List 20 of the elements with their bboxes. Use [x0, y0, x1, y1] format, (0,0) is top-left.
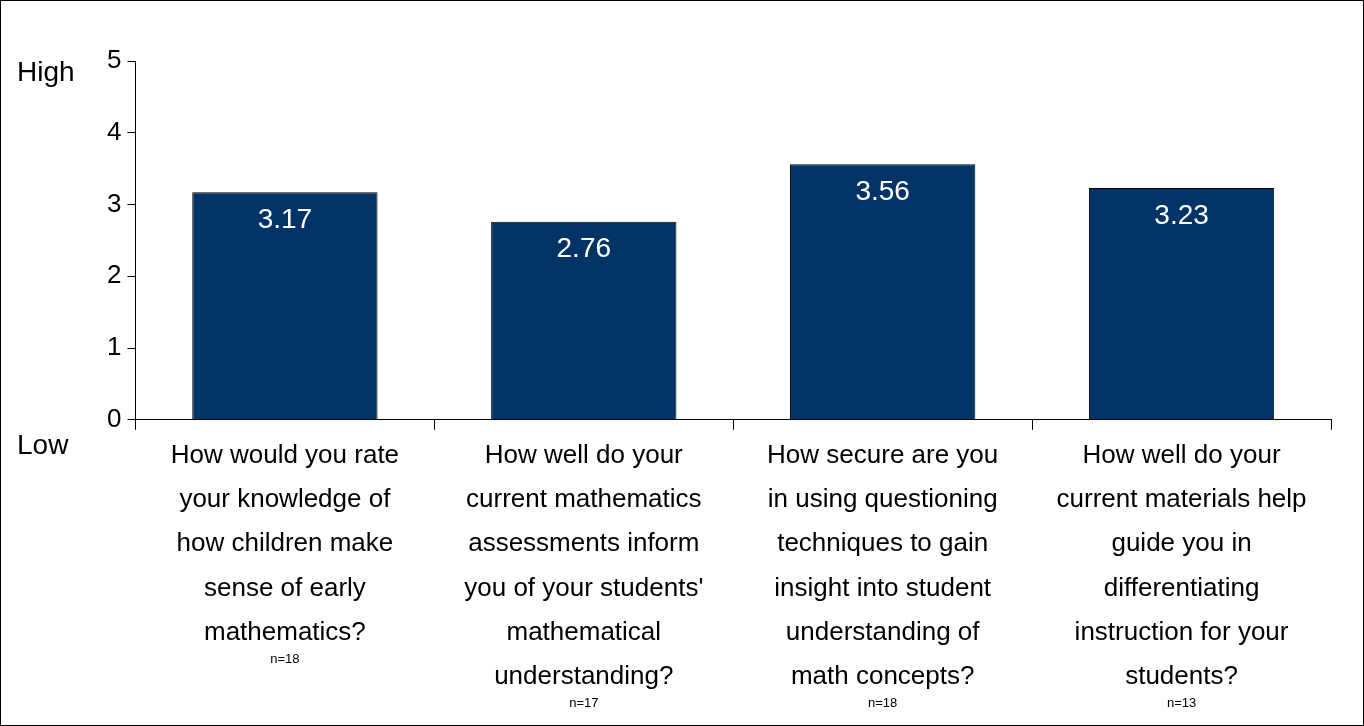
text: n=13 — [1166, 695, 1197, 711]
y-tick-label: 0 — [106, 402, 122, 433]
y-tick-label: 1 — [106, 331, 122, 362]
data-label: 3.56 — [855, 175, 910, 207]
y-tick-label: 2 — [106, 259, 122, 290]
data-label: 3.17 — [257, 203, 313, 235]
data-label: 3.23 — [1154, 198, 1209, 230]
text: n=18 — [270, 650, 300, 666]
x-tick-label: How secure are you in using questioning techniques to gain insight into student understanding of math concepts? — [767, 439, 999, 691]
text: High — [17, 55, 75, 87]
text: n=17 — [569, 695, 599, 711]
x-tick-label: How well do your current mathematics assessments inform you of your students' mathematical understanding? — [464, 439, 704, 691]
text: Low — [17, 428, 70, 460]
y-tick-label: 3 — [106, 187, 122, 218]
text: n=18 — [868, 695, 898, 711]
y-tick-label: 4 — [106, 115, 122, 146]
data-label: 2.76 — [556, 232, 612, 264]
y-tick-label: 5 — [106, 44, 122, 75]
x-tick-label: How well do your current materials help guide you in differentiating instruction for your students? — [1056, 439, 1307, 691]
x-tick-label: How would you rate your knowledge of how children make sense of early mathematics? — [170, 439, 400, 646]
